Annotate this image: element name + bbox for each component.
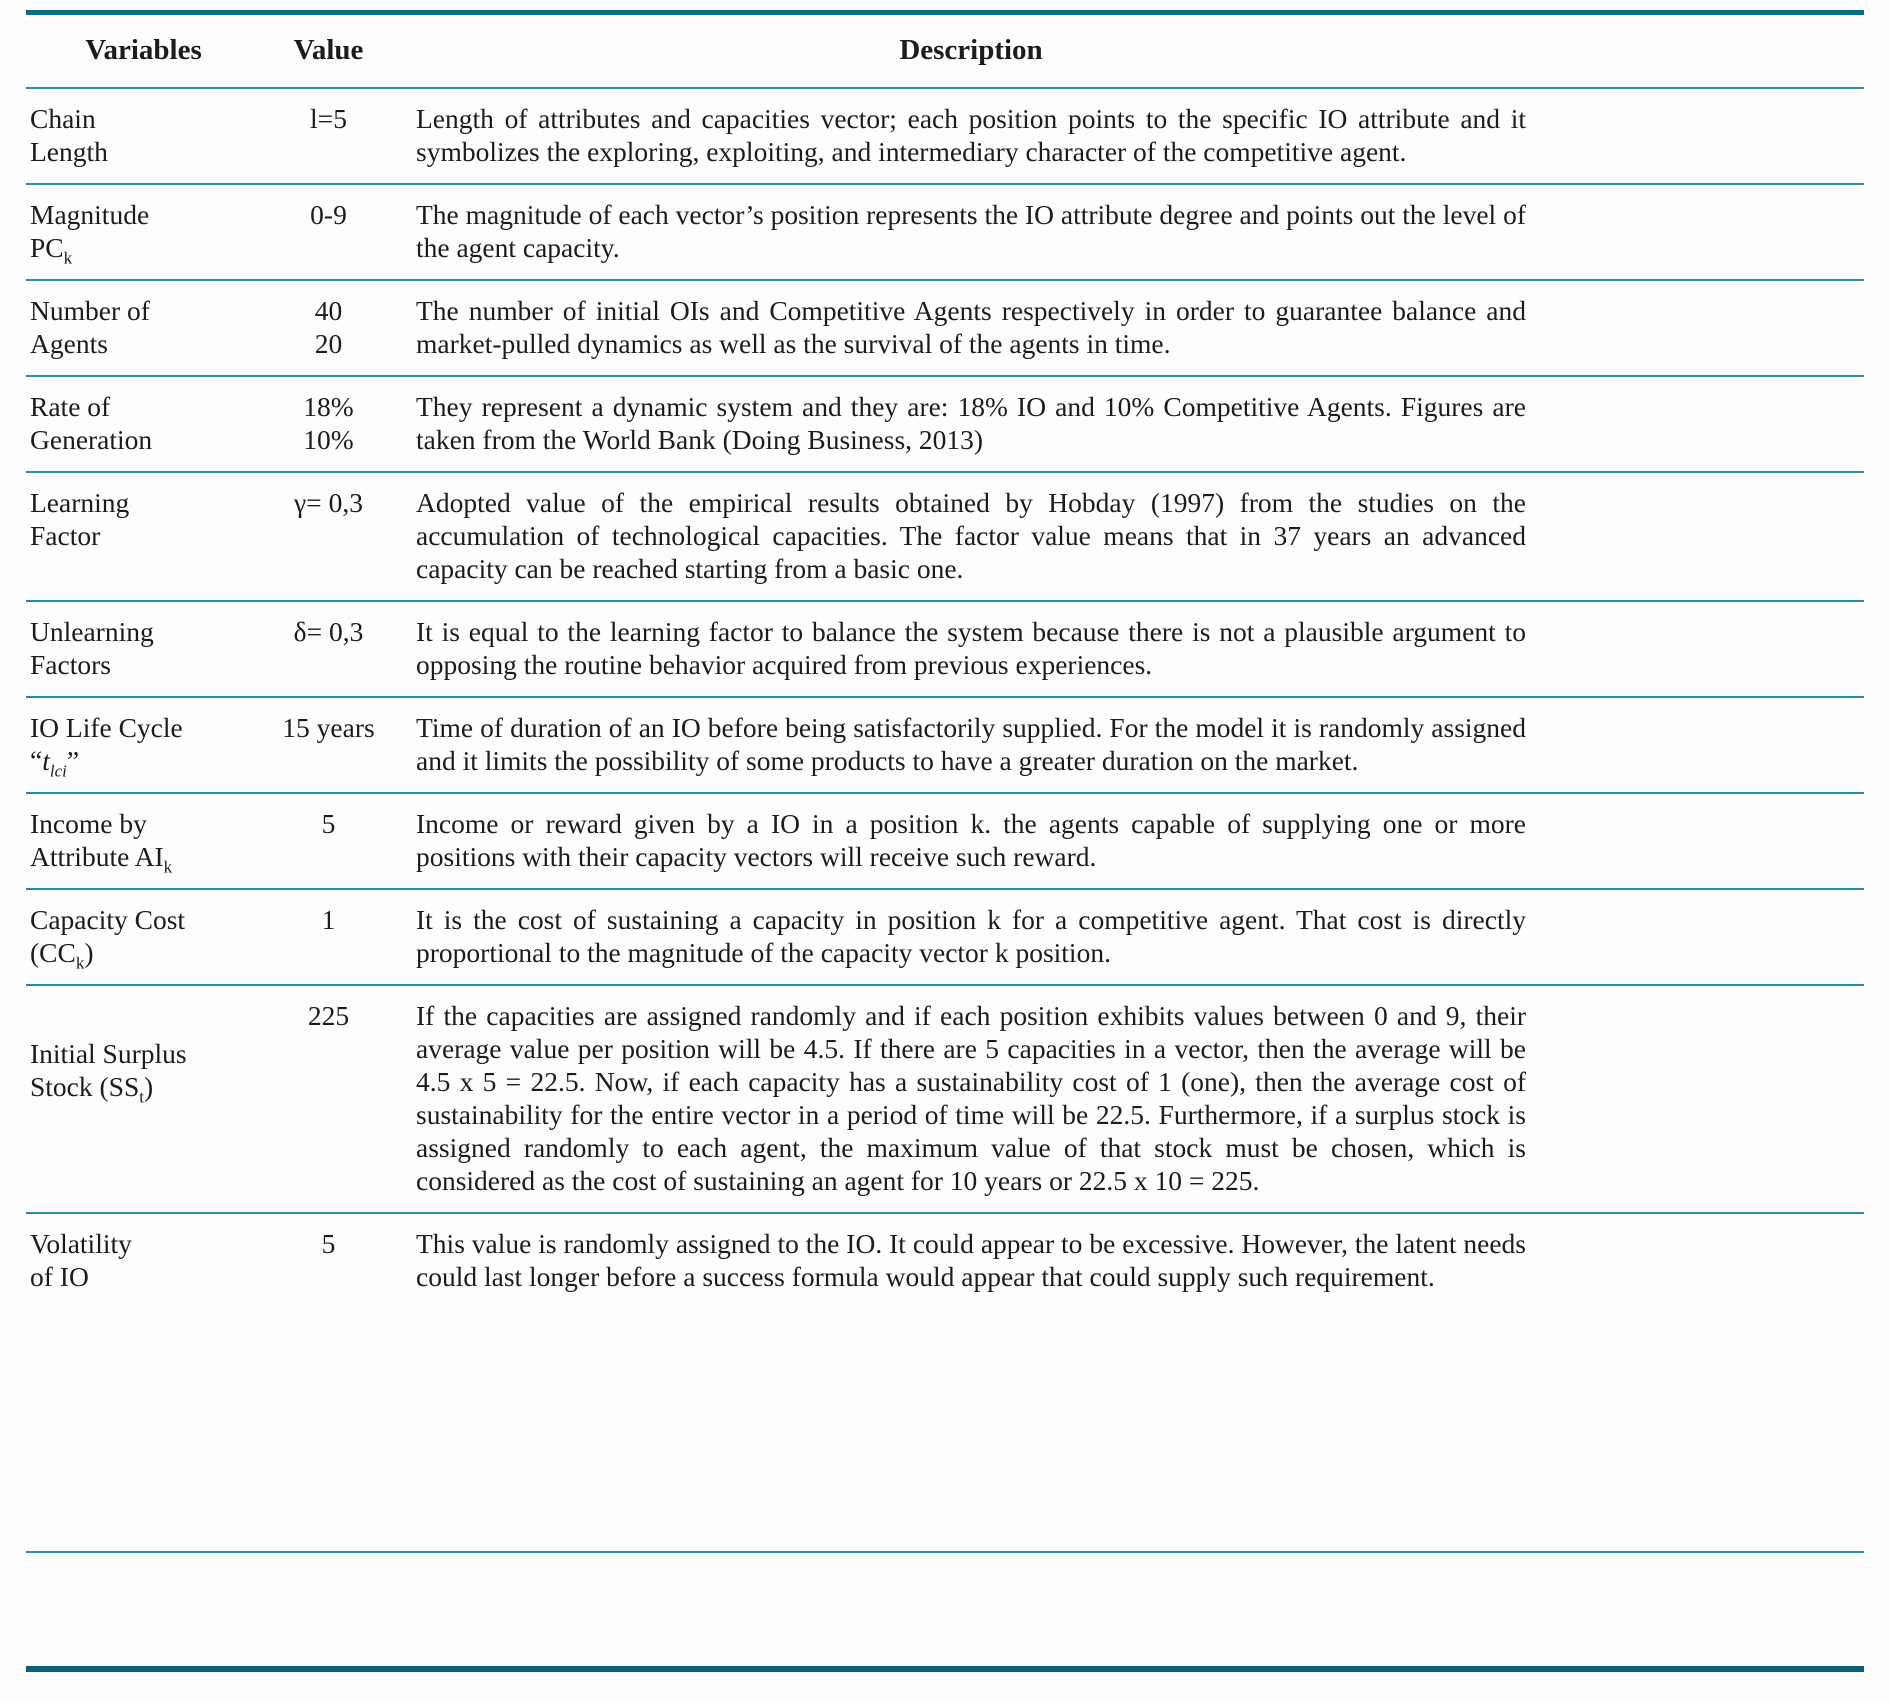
header-value: Value	[293, 34, 364, 66]
variable-cell: Chain Length	[26, 102, 261, 168]
variable-name: Income by Attribute AI	[30, 808, 164, 872]
table-row: Number of Agents 40 20 The number of ini…	[26, 279, 1864, 375]
variable-cell: Magnitude PCk	[26, 198, 261, 267]
table-header-row: Variables Value Description	[26, 15, 1864, 87]
variable-suffix: )	[84, 937, 94, 968]
variable-name: IO Life Cycle “	[30, 712, 183, 776]
variable-name: Chain Length	[30, 103, 108, 167]
description-cell: If the capacities are assigned randomly …	[416, 1000, 1526, 1196]
variable-cell: IO Life Cycle “tlci”	[26, 711, 261, 780]
variable-subscript: k	[163, 857, 173, 877]
variable-name: Number of Agents	[30, 295, 150, 359]
parameters-table-page: Variables Value Description Chain Length…	[26, 10, 1864, 1672]
value-cell: 0-9	[310, 199, 347, 230]
variable-name: Initial Surplus Stock (SS	[30, 1038, 187, 1102]
variable-name: Volatility of IO	[30, 1228, 132, 1292]
variable-name: Unlearning Factors	[30, 616, 154, 680]
table-row: Learning Factor γ= 0,3 Adopted value of …	[26, 471, 1864, 600]
table-row: IO Life Cycle “tlci” 15 years Time of du…	[26, 696, 1864, 792]
table-row: Magnitude PCk 0-9 The magnitude of each …	[26, 183, 1864, 279]
header-variables: Variables	[85, 34, 202, 66]
description-cell: They represent a dynamic system and they…	[416, 391, 1526, 455]
table-row: Unlearning Factors δ= 0,3 It is equal to…	[26, 600, 1864, 696]
value-cell: 1	[321, 904, 336, 935]
value-cell: 18% 10%	[303, 391, 354, 455]
variable-cell: Initial Surplus Stock (SSt)	[26, 999, 261, 1106]
variable-cell: Rate of Generation	[26, 390, 261, 456]
value-cell: γ= 0,3	[294, 487, 363, 518]
variable-cell: Number of Agents	[26, 294, 261, 360]
table-row: Rate of Generation 18% 10% They represen…	[26, 375, 1864, 471]
value-cell: 5	[321, 1228, 336, 1259]
description-cell: Adopted value of the empirical results o…	[416, 487, 1526, 584]
description-cell: Length of attributes and capacities vect…	[416, 103, 1526, 167]
variable-name: Learning Factor	[30, 487, 130, 551]
variable-subscript: k	[75, 953, 85, 973]
value-cell: δ= 0,3	[293, 616, 364, 647]
value-cell: 5	[321, 808, 336, 839]
table-body: Chain Length l=5 Length of attributes an…	[26, 87, 1864, 1553]
description-cell: It is equal to the learning factor to ba…	[416, 616, 1526, 680]
variable-name: Magnitude PC	[30, 199, 150, 263]
value-cell: l=5	[310, 103, 347, 134]
variable-cell: Unlearning Factors	[26, 615, 261, 681]
description-cell: This value is randomly assigned to the I…	[416, 1228, 1526, 1292]
table-row: Income by Attribute AIk 5 Income or rewa…	[26, 792, 1864, 888]
variable-cell: Capacity Cost (CCk)	[26, 903, 261, 972]
variable-suffix: )	[144, 1071, 154, 1102]
table-row: Initial Surplus Stock (SSt) 225 If the c…	[26, 984, 1864, 1212]
variable-subscript: lci	[49, 761, 67, 781]
variable-cell: Learning Factor	[26, 486, 261, 552]
value-cell: 15 years	[282, 712, 375, 743]
variable-subscript: t	[139, 1087, 144, 1107]
variable-cell: Volatility of IO	[26, 1227, 261, 1293]
variable-name: Capacity Cost (CC	[30, 904, 186, 968]
description-cell: It is the cost of sustaining a capacity …	[416, 904, 1526, 968]
table-row: Chain Length l=5 Length of attributes an…	[26, 87, 1864, 183]
variable-name: Rate of Generation	[30, 391, 153, 455]
description-cell: Income or reward given by a IO in a posi…	[416, 808, 1526, 872]
variable-suffix: ”	[66, 745, 80, 776]
variable-cell: Income by Attribute AIk	[26, 807, 261, 876]
value-cell: 225	[307, 1000, 350, 1031]
variable-subscript: k	[63, 248, 73, 268]
description-cell: Time of duration of an IO before being s…	[416, 712, 1526, 776]
description-cell: The magnitude of each vector’s position …	[416, 199, 1526, 263]
variable-symbol: t	[42, 745, 50, 776]
table-row: Capacity Cost (CCk) 1 It is the cost of …	[26, 888, 1864, 984]
description-cell: The number of initial OIs and Competitiv…	[416, 295, 1526, 359]
table-row: Volatility of IO 5 This value is randoml…	[26, 1212, 1864, 1313]
header-description: Description	[899, 34, 1043, 66]
value-cell: 40 20	[314, 295, 343, 359]
